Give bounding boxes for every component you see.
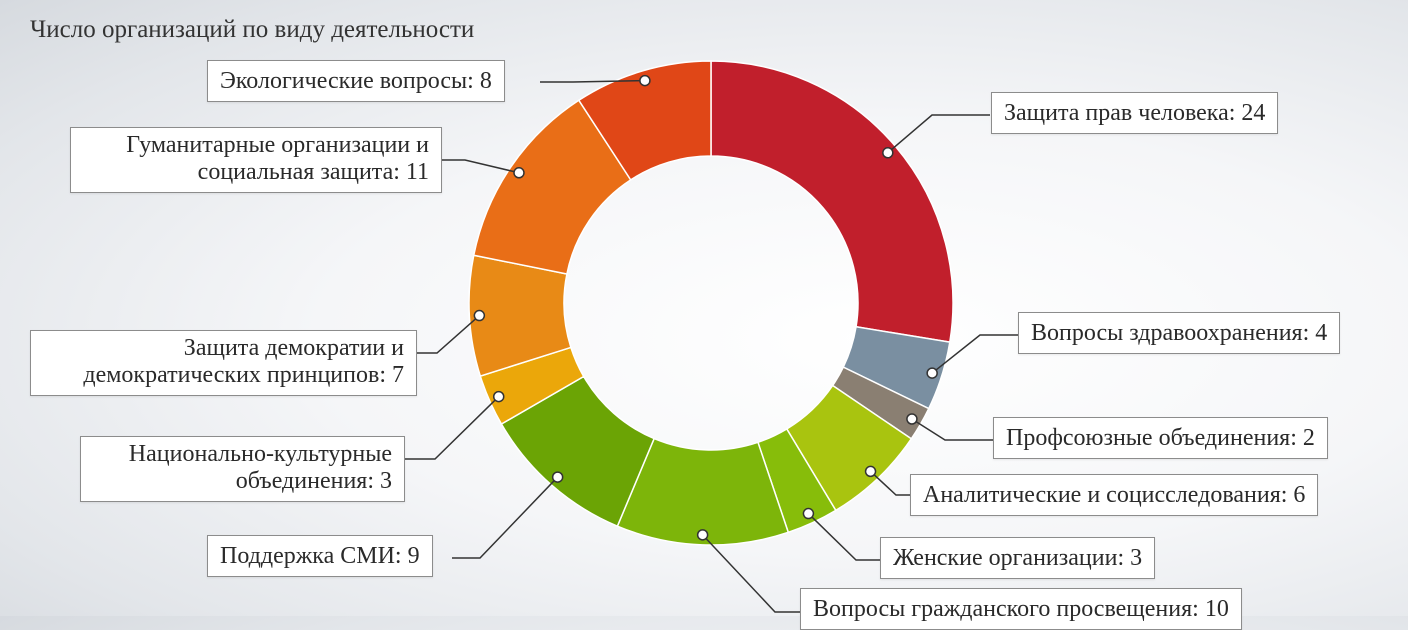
- label-human-rights: Защита прав человека: 24: [991, 92, 1279, 134]
- donut-chart: [405, 60, 1018, 613]
- label-civic: Вопросы гражданского просвещения: 10: [800, 588, 1242, 630]
- leader-dot-11: [639, 74, 651, 87]
- leader-line-7: [452, 476, 559, 559]
- leader-line-6: [702, 534, 800, 613]
- slice-1: [710, 60, 954, 344]
- leader-dot-4: [864, 465, 877, 478]
- label-humanitarian-line1: Гуманитарные организации и: [126, 132, 429, 158]
- leader-dot-3: [906, 413, 918, 425]
- label-ecology: Экологические вопросы: 8: [207, 60, 505, 102]
- leader-line-9: [417, 314, 480, 354]
- label-health-text: Вопросы здравоохранения: 4: [1031, 320, 1328, 346]
- label-unions-text: Профсоюзные объединения: 2: [1006, 425, 1315, 451]
- label-unions: Профсоюзные объединения: 2: [993, 417, 1328, 459]
- leader-dot-8: [492, 390, 505, 403]
- leader-dot-6: [696, 529, 709, 541]
- label-ecology-text: Экологические вопросы: 8: [220, 68, 492, 94]
- leader-line-8: [405, 396, 500, 460]
- chart-title: Число организаций по виду деятельности: [30, 16, 475, 43]
- label-women: Женские организации: 3: [880, 537, 1156, 579]
- label-women-text: Женские организации: 3: [893, 545, 1143, 571]
- leader-line-11: [540, 79, 645, 83]
- label-democracy: Защита демократии и демократических прин…: [30, 330, 417, 396]
- label-human-rights-text: Защита прав человека: 24: [1004, 100, 1266, 126]
- leader-line-3: [911, 418, 993, 441]
- label-media-text: Поддержка СМИ: 9: [220, 543, 420, 569]
- label-democracy-line1: Защита демократии и: [183, 335, 404, 361]
- leader-dot-5: [802, 507, 815, 520]
- label-analytics-text: Аналитические и социсследования: 6: [923, 482, 1306, 508]
- label-humanitarian: Гуманитарные организации и социальная за…: [70, 127, 442, 193]
- leader-line-2: [931, 334, 1018, 374]
- leader-dot-9: [473, 309, 486, 322]
- label-humanitarian-line2: социальная защита: 11: [197, 159, 429, 185]
- label-democracy-line2: демократических принципов: 7: [83, 362, 404, 388]
- label-national: Национально-культурные объединения: 3: [80, 436, 405, 502]
- leader-dot-2: [926, 367, 938, 379]
- leader-dot-10: [513, 167, 525, 179]
- label-civic-text: Вопросы гражданского просвещения: 10: [813, 596, 1229, 622]
- label-national-line1: Национально-культурные: [128, 441, 392, 467]
- leader-line-4: [870, 470, 910, 496]
- label-media: Поддержка СМИ: 9: [207, 535, 433, 577]
- label-health: Вопросы здравоохранения: 4: [1018, 312, 1341, 354]
- leader-line-5: [807, 513, 880, 561]
- leader-line-1: [887, 114, 990, 154]
- leader-dot-7: [551, 471, 564, 483]
- label-analytics: Аналитические и социсследования: 6: [910, 474, 1319, 516]
- leader-line-10: [442, 159, 520, 174]
- label-national-line2: объединения: 3: [235, 468, 392, 494]
- leader-dot-1: [882, 147, 894, 159]
